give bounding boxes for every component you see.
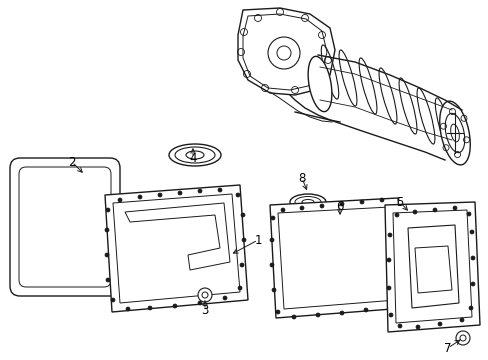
Ellipse shape bbox=[169, 144, 221, 166]
Circle shape bbox=[269, 263, 273, 267]
Circle shape bbox=[459, 318, 463, 322]
Circle shape bbox=[397, 223, 401, 227]
Polygon shape bbox=[269, 198, 404, 318]
Circle shape bbox=[138, 195, 142, 199]
Text: 6: 6 bbox=[336, 199, 343, 212]
Circle shape bbox=[432, 208, 436, 212]
Circle shape bbox=[415, 325, 419, 329]
Text: 5: 5 bbox=[395, 195, 403, 208]
Circle shape bbox=[240, 263, 244, 267]
Circle shape bbox=[291, 315, 295, 319]
Circle shape bbox=[198, 189, 202, 193]
Circle shape bbox=[468, 306, 472, 310]
Polygon shape bbox=[238, 8, 334, 95]
Circle shape bbox=[281, 208, 285, 212]
Circle shape bbox=[394, 213, 398, 217]
Circle shape bbox=[386, 258, 390, 262]
Circle shape bbox=[178, 191, 182, 195]
Circle shape bbox=[397, 324, 401, 328]
Circle shape bbox=[269, 238, 273, 242]
Circle shape bbox=[386, 286, 390, 290]
Circle shape bbox=[271, 288, 275, 292]
FancyBboxPatch shape bbox=[19, 167, 111, 287]
Text: 7: 7 bbox=[443, 342, 451, 355]
Circle shape bbox=[315, 313, 319, 317]
Ellipse shape bbox=[289, 194, 325, 210]
Circle shape bbox=[218, 188, 222, 192]
Circle shape bbox=[270, 216, 274, 220]
Circle shape bbox=[466, 212, 470, 216]
Circle shape bbox=[198, 301, 202, 305]
Circle shape bbox=[158, 193, 162, 197]
Circle shape bbox=[437, 322, 441, 326]
Circle shape bbox=[106, 208, 110, 212]
Circle shape bbox=[198, 288, 212, 302]
Circle shape bbox=[387, 304, 391, 308]
Circle shape bbox=[339, 311, 343, 315]
Circle shape bbox=[470, 256, 474, 260]
Circle shape bbox=[359, 200, 363, 204]
Circle shape bbox=[238, 286, 242, 290]
Ellipse shape bbox=[439, 101, 469, 165]
Circle shape bbox=[223, 296, 226, 300]
Circle shape bbox=[106, 278, 110, 282]
Circle shape bbox=[387, 233, 391, 237]
Circle shape bbox=[275, 310, 280, 314]
Circle shape bbox=[388, 313, 392, 317]
Polygon shape bbox=[105, 185, 247, 312]
Circle shape bbox=[469, 230, 473, 234]
Circle shape bbox=[470, 282, 474, 286]
Circle shape bbox=[236, 193, 240, 197]
Circle shape bbox=[452, 206, 456, 210]
Ellipse shape bbox=[307, 57, 331, 112]
Circle shape bbox=[299, 206, 304, 210]
Circle shape bbox=[339, 202, 343, 206]
Text: 8: 8 bbox=[298, 171, 305, 184]
Circle shape bbox=[173, 304, 177, 308]
Circle shape bbox=[148, 306, 152, 310]
FancyBboxPatch shape bbox=[10, 158, 120, 296]
Circle shape bbox=[126, 307, 130, 311]
Circle shape bbox=[111, 298, 115, 302]
Polygon shape bbox=[384, 202, 479, 332]
Circle shape bbox=[455, 331, 469, 345]
Circle shape bbox=[412, 210, 416, 214]
Circle shape bbox=[105, 253, 109, 257]
Circle shape bbox=[396, 293, 400, 297]
Circle shape bbox=[242, 238, 245, 242]
Circle shape bbox=[393, 205, 397, 209]
Circle shape bbox=[241, 213, 244, 217]
Text: 3: 3 bbox=[201, 303, 208, 316]
Circle shape bbox=[363, 308, 367, 312]
Circle shape bbox=[319, 204, 324, 208]
Text: 4: 4 bbox=[189, 152, 196, 165]
Text: 1: 1 bbox=[254, 234, 261, 247]
Text: 2: 2 bbox=[68, 156, 76, 168]
Circle shape bbox=[118, 198, 122, 202]
Circle shape bbox=[398, 246, 402, 250]
Circle shape bbox=[105, 228, 109, 232]
Circle shape bbox=[379, 198, 383, 202]
Circle shape bbox=[398, 270, 402, 274]
